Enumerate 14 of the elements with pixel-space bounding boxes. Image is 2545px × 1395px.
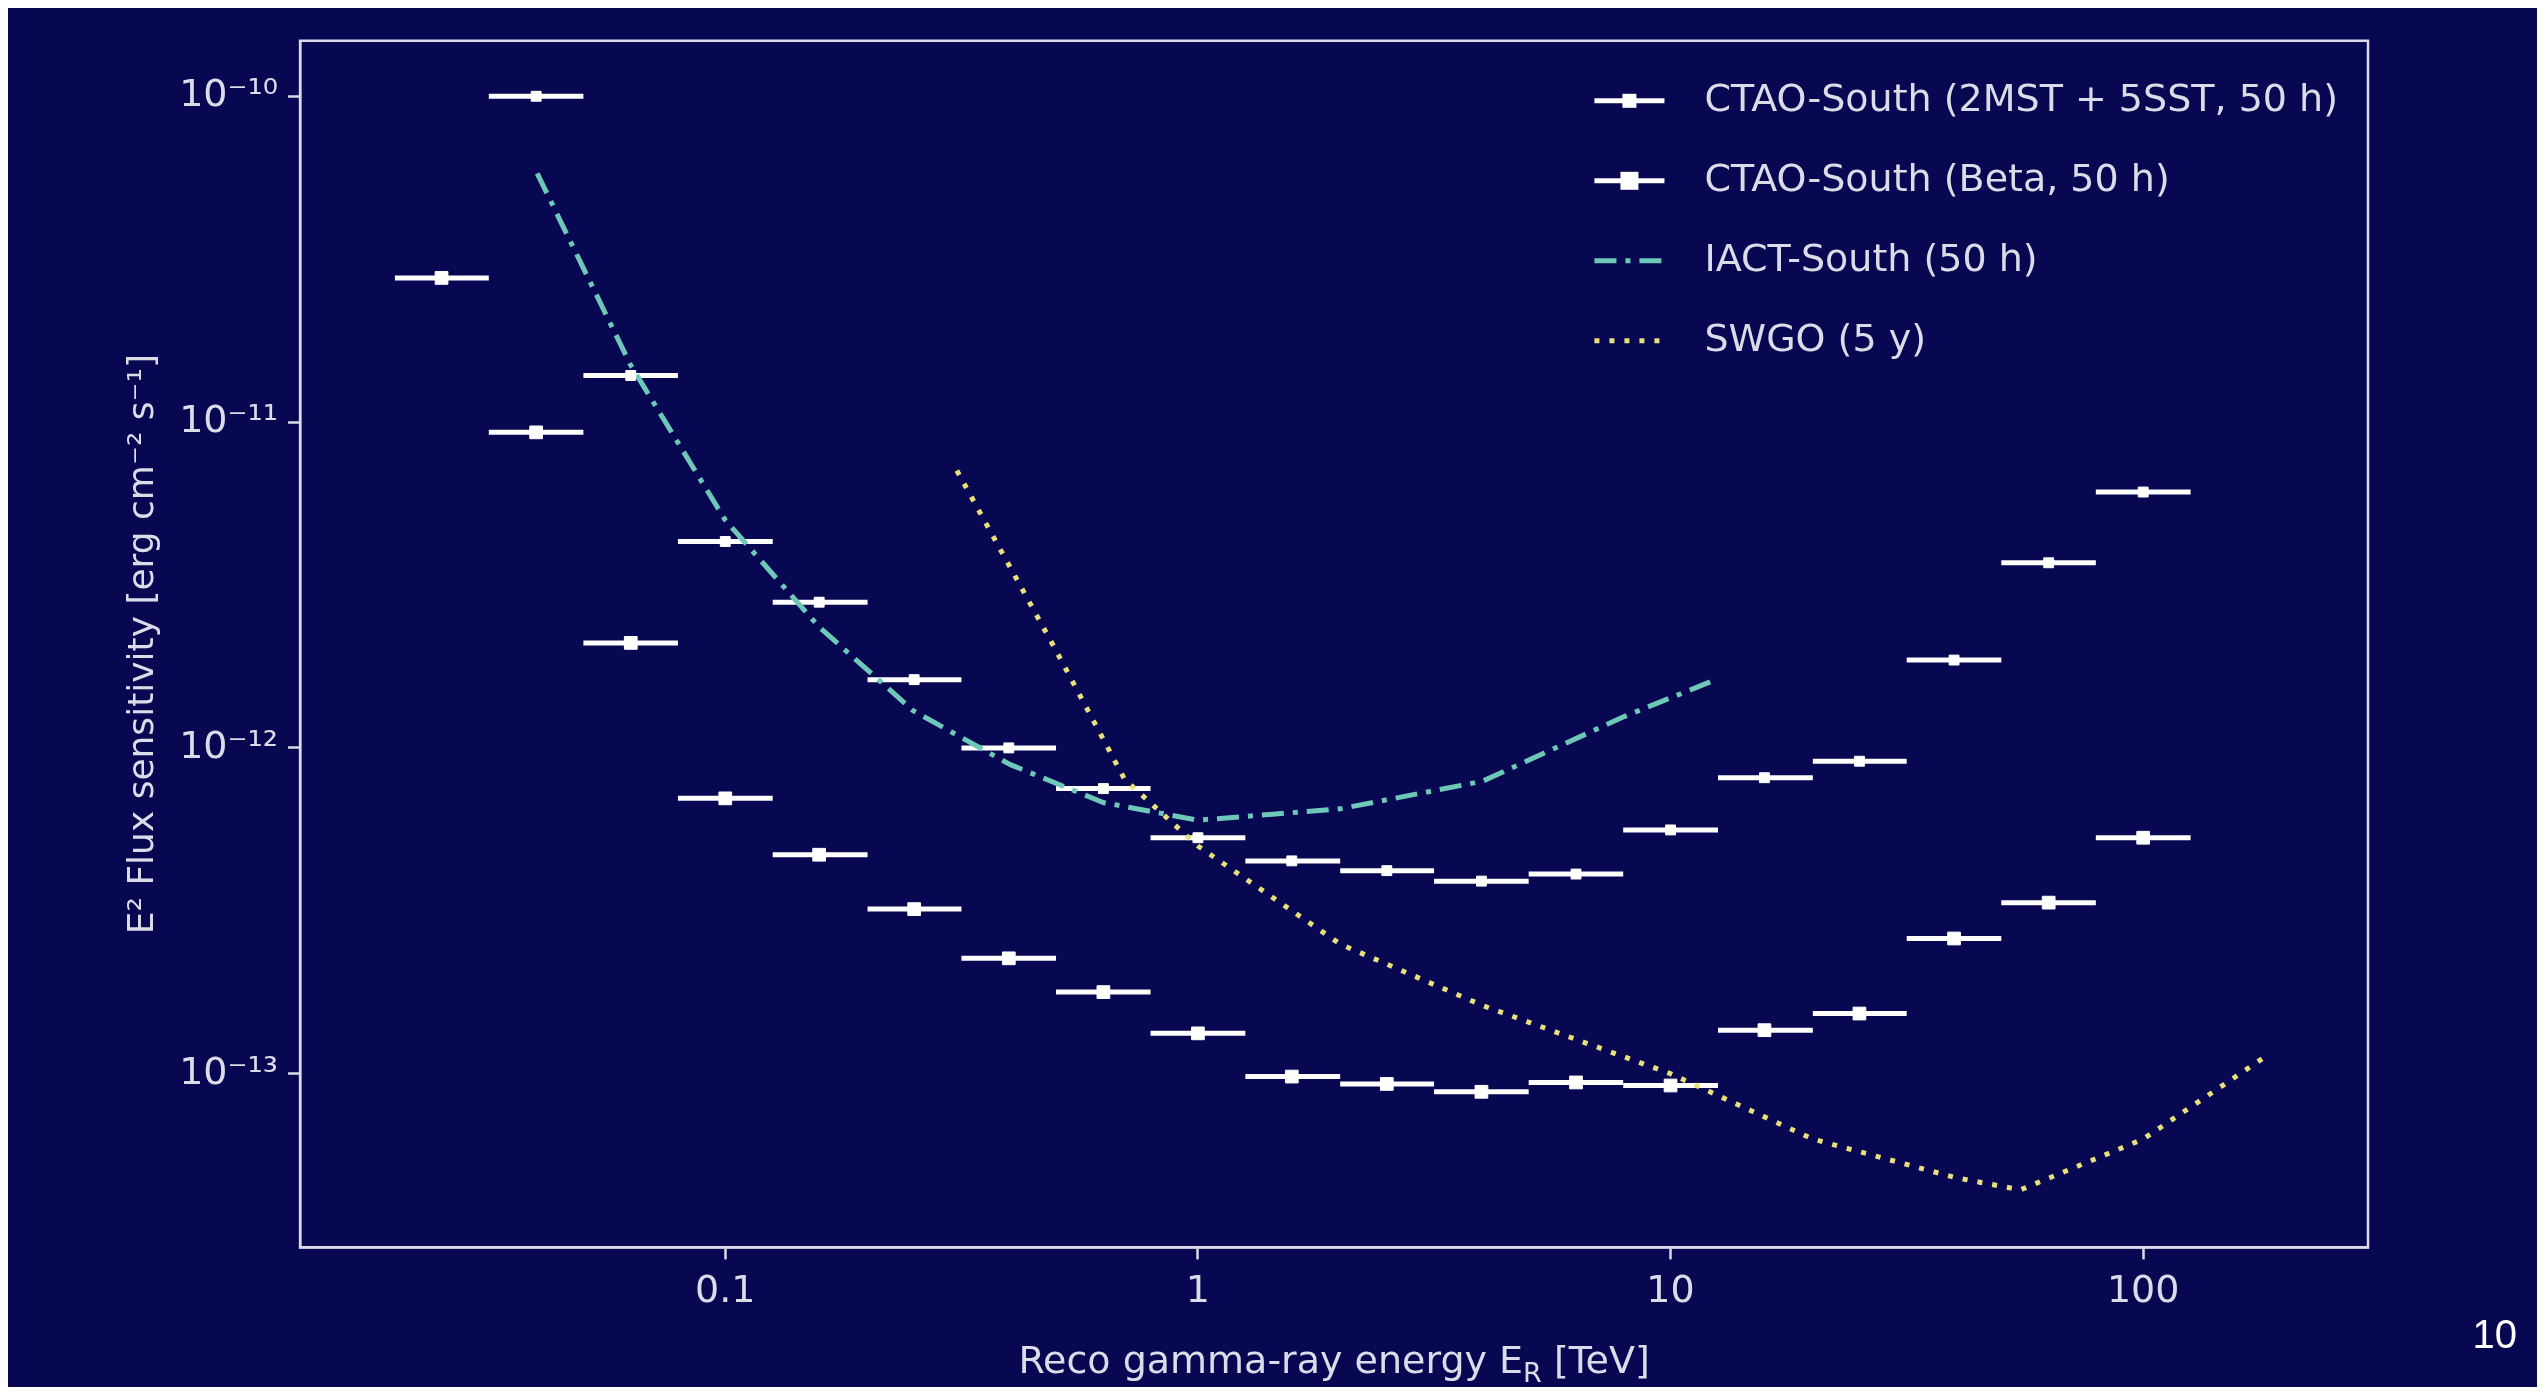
x-tick-label: 10 — [1646, 1267, 1695, 1312]
y-tick-label: 10⁻¹² — [179, 722, 279, 767]
y-tick-label: 10⁻¹⁰ — [179, 71, 279, 116]
y-axis-title: E² Flux sensitivity [erg cm⁻² s⁻¹] — [119, 353, 161, 935]
legend-label: CTAO-South (2MST + 5SST, 50 h) — [1704, 75, 2339, 120]
legend-label: SWGO (5 y) — [1704, 315, 1926, 360]
legend-label: CTAO-South (Beta, 50 h) — [1704, 155, 2170, 200]
x-tick-label: 100 — [2106, 1267, 2180, 1312]
y-tick-label: 10⁻¹³ — [179, 1048, 279, 1093]
legend-label: IACT-South (50 h) — [1704, 235, 2038, 280]
text: 10 — [2472, 1312, 2517, 1357]
y-tick-label: 10⁻¹¹ — [179, 396, 279, 441]
x-tick-label: 0.1 — [695, 1267, 756, 1312]
x-tick-label: 1 — [1185, 1267, 1210, 1312]
